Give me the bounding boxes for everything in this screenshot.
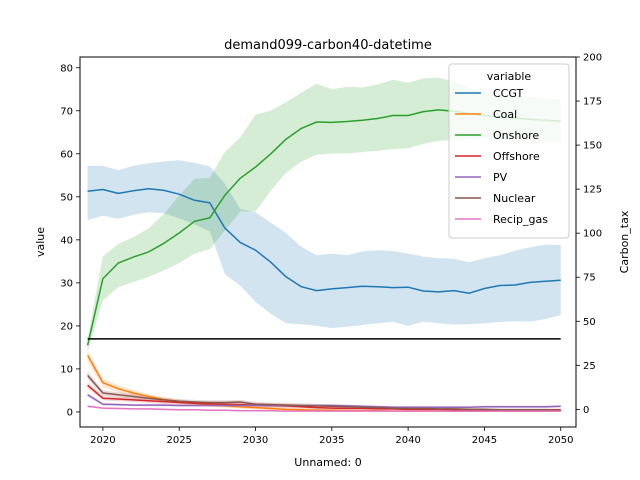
- legend-label-offshore: Offshore: [493, 150, 540, 163]
- y2-tick-label: 75: [583, 273, 596, 284]
- y-tick-label: 70: [60, 106, 73, 117]
- y2-tick-label: 150: [583, 141, 602, 152]
- x-tick-label: 2040: [395, 435, 420, 446]
- y-tick-label: 20: [60, 321, 73, 332]
- y-tick-label: 50: [60, 192, 73, 203]
- line-recip-gas: [87, 405, 561, 412]
- y-tick-label: 0: [67, 407, 73, 418]
- legend-label-coal: Coal: [493, 108, 517, 121]
- y2-tick-label: 125: [583, 185, 602, 196]
- series-lines: [86, 109, 561, 412]
- x-tick-label: 2050: [548, 435, 573, 446]
- y2-axis-label: Carbon_tax: [618, 210, 631, 273]
- line-ccgt: [87, 187, 561, 294]
- legend-box: [448, 63, 570, 239]
- legend-label-ccgt: CCGT: [493, 87, 523, 100]
- y2-tick-label: 0: [583, 405, 589, 416]
- y-tick-label: 30: [60, 278, 73, 289]
- legend-label-pv: PV: [493, 171, 508, 184]
- x-tick-label: 2030: [243, 435, 268, 446]
- legend: variable CCGT Coal Onshore Offshore PV Nuclea…: [448, 63, 570, 239]
- y2-tick-label: 100: [583, 229, 602, 240]
- line-nuclear: [87, 374, 561, 411]
- legend-title: variable: [487, 70, 532, 83]
- legend-label-nuclear: Nuclear: [493, 192, 536, 205]
- x-tick-label: 2045: [472, 435, 497, 446]
- y2-tick-label: 50: [583, 317, 596, 328]
- band-nuclear: [87, 371, 561, 412]
- x-axis-label: Unnamed: 0: [294, 456, 361, 469]
- legend-label-recip-gas: Recip_gas: [493, 213, 548, 226]
- chart-title: demand099-carbon40-datetime: [224, 38, 432, 53]
- y2-tick-label: 200: [583, 53, 602, 64]
- y2-axis-ticks: 0 25 50 75 100 125 150 175 200: [576, 53, 602, 416]
- legend-label-onshore: Onshore: [493, 129, 539, 142]
- y-tick-label: 40: [60, 235, 73, 246]
- x-tick-label: 2020: [90, 435, 115, 446]
- y-tick-label: 10: [60, 364, 73, 375]
- x-axis-ticks: 2020 2025 2030 2035 2040 2045 2050: [90, 427, 573, 446]
- x-tick-label: 2035: [319, 435, 344, 446]
- plot-area-frame: [79, 56, 577, 428]
- y-tick-label: 60: [60, 149, 73, 160]
- y-axis-label: value: [34, 227, 47, 257]
- y2-tick-label: 25: [583, 361, 596, 372]
- y-axis-ticks: 0 10 20 30 40 50 60 70 80: [60, 63, 80, 418]
- y-tick-label: 80: [60, 63, 73, 74]
- x-tick-label: 2025: [166, 435, 191, 446]
- y2-tick-label: 175: [583, 97, 602, 108]
